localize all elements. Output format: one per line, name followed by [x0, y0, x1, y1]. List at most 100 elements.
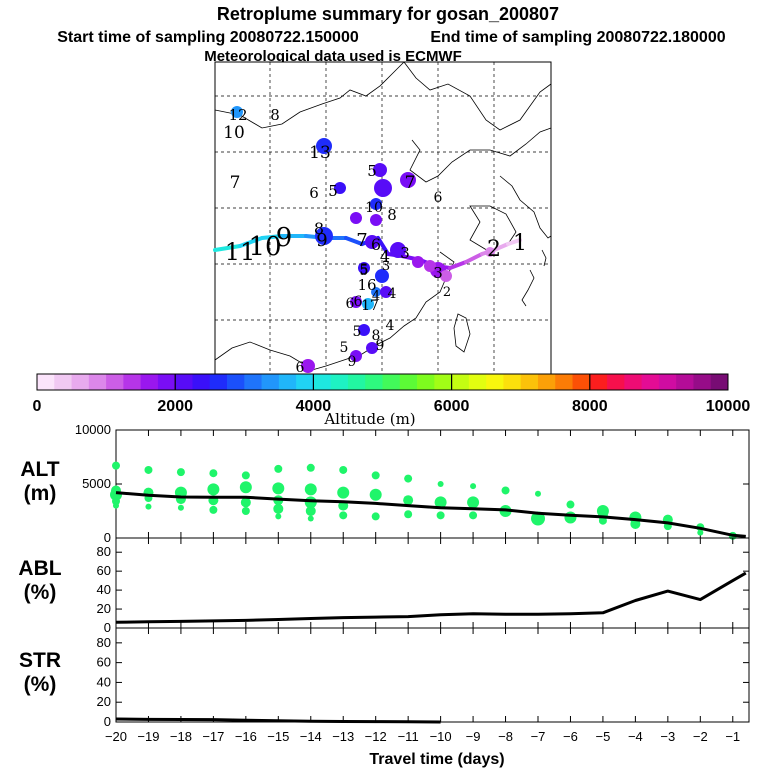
colorbar-segment [330, 374, 349, 390]
trajectory-cluster-marker [366, 342, 378, 354]
x-tick-label: −15 [267, 729, 289, 744]
colorbar-segment [537, 374, 556, 390]
trajectory-day-label: 5 [360, 263, 369, 279]
trajectory-day-label: 8 [387, 206, 397, 224]
trajectory-day-label: 2 [443, 285, 451, 300]
altitude-cluster-point [535, 490, 541, 497]
colorbar-tick-label: 6000 [434, 398, 470, 415]
x-tick-label: −4 [628, 729, 643, 744]
trajectory-day-label: 5 [340, 340, 349, 356]
trajectory-cluster-marker [301, 359, 315, 373]
altitude-cluster-point [272, 482, 285, 495]
colorbar-segments [37, 374, 729, 390]
trajectory-path-segment [464, 252, 484, 264]
trajectory-day-label: 3 [382, 259, 390, 274]
trajectory-cluster-marker [365, 235, 379, 249]
trajectory-day-label: 6 [371, 235, 381, 254]
altitude-cluster-point [144, 465, 153, 474]
colorbar-tick-label: 2000 [157, 398, 193, 415]
y-tick-label: 10000 [75, 422, 111, 437]
altitude-cluster-point [307, 515, 314, 522]
colorbar-segment [589, 374, 608, 390]
y-tick-label: 80 [97, 635, 111, 650]
time-series-panels: 0500010000ALT(m)020406080ABL(%)020406080… [18, 422, 750, 768]
panel-ylabel-unit: (%) [24, 673, 57, 696]
altitude-cluster-point [434, 496, 447, 509]
colorbar-label: Altitude (m) [323, 410, 415, 428]
altitude-cluster-point [469, 511, 478, 520]
trajectory-cluster-marker [350, 350, 362, 362]
trajectory-cluster-marker [350, 212, 362, 224]
trajectory-cluster-marker [231, 106, 243, 118]
panel-alt: 0 5000 10000 ALT(m) [20, 422, 750, 545]
trajectory-cluster-marker [424, 260, 436, 272]
colorbar-segment [244, 374, 262, 390]
trajectory-cluster-marker [334, 182, 346, 194]
altitude-cluster-point [209, 505, 218, 514]
panel-ylabel: STR [19, 649, 61, 672]
x-tick-label: −16 [235, 729, 257, 744]
altitude-cluster-point [337, 486, 350, 499]
x-tick-label: −8 [498, 729, 513, 744]
x-tick-label: −20 [105, 729, 127, 744]
colorbar-segment [227, 374, 245, 390]
x-tick-label: −13 [332, 729, 354, 744]
panel-frame [115, 627, 750, 723]
series-line-abl [115, 571, 747, 624]
panel-ylabel-unit: (m) [24, 482, 57, 505]
y-tick-label: 40 [97, 674, 111, 689]
altitude-cluster-point [437, 481, 444, 487]
altitude-cluster-point [145, 503, 152, 510]
colorbar-segment [37, 374, 55, 390]
x-tick-label: −14 [300, 729, 322, 744]
start-time-label: Start time of sampling 20080722.150000 [57, 29, 359, 46]
altitude-cluster-point [564, 511, 577, 524]
series-line-alt [115, 491, 746, 538]
colorbar-segment [54, 374, 72, 390]
trajectory-cluster-marker [370, 198, 382, 210]
trajectory-day-label: 10 [365, 200, 383, 216]
altitude-cluster-point [531, 511, 545, 526]
x-tick-label: −19 [137, 729, 159, 744]
y-tick-label: 5000 [82, 476, 111, 491]
altitude-cluster-point [404, 510, 413, 519]
altitude-cluster-point [339, 511, 348, 520]
end-time-label: End time of sampling 20080722.180000 [430, 29, 725, 46]
trajectory-day-label: 13 [309, 143, 331, 163]
trajectory-day-label: 4 [388, 286, 397, 302]
altitude-cluster-point [306, 463, 315, 472]
colorbar-segment [296, 374, 314, 390]
trajectory-cluster-marker [390, 242, 406, 258]
trajectory-cluster-marker [412, 256, 424, 268]
trajectory-day-label: 8 [270, 106, 280, 124]
trajectory-day-label: 5 [353, 324, 362, 340]
colorbar-segment [399, 374, 418, 390]
panel-ylabel-unit: (%) [24, 581, 57, 604]
altitude-cluster-point [241, 507, 250, 515]
trajectory-cluster-marker [375, 269, 389, 283]
colorbar-segment [278, 374, 297, 390]
trajectory-day-label: 6 [434, 190, 443, 206]
colorbar-tick-label: 4000 [296, 398, 332, 415]
colorbar-segment [434, 374, 452, 390]
panel-ylabel: ABL [18, 557, 61, 580]
trajectory-cluster-marker [358, 324, 370, 336]
colorbar-segment [624, 374, 643, 390]
colorbar-segment [710, 374, 729, 390]
altitude-cluster-point [273, 503, 284, 514]
x-tick-label: −10 [430, 729, 452, 744]
trajectory-cluster-marker [371, 287, 381, 297]
series-line-str [115, 717, 441, 724]
altitude-cluster-point [113, 502, 119, 509]
y-tick-label: 0 [104, 714, 111, 729]
y-tick-label: 60 [97, 655, 111, 670]
colorbar-segment [468, 374, 487, 390]
altitude-cluster-point [305, 506, 316, 516]
colorbar-segment [347, 374, 366, 390]
colorbar-tick-label: 0 [33, 398, 42, 415]
altitude-cluster-point [112, 497, 120, 506]
trajectory-day-label: 9 [348, 354, 357, 370]
trajectory-day-label: 3 [400, 244, 410, 262]
